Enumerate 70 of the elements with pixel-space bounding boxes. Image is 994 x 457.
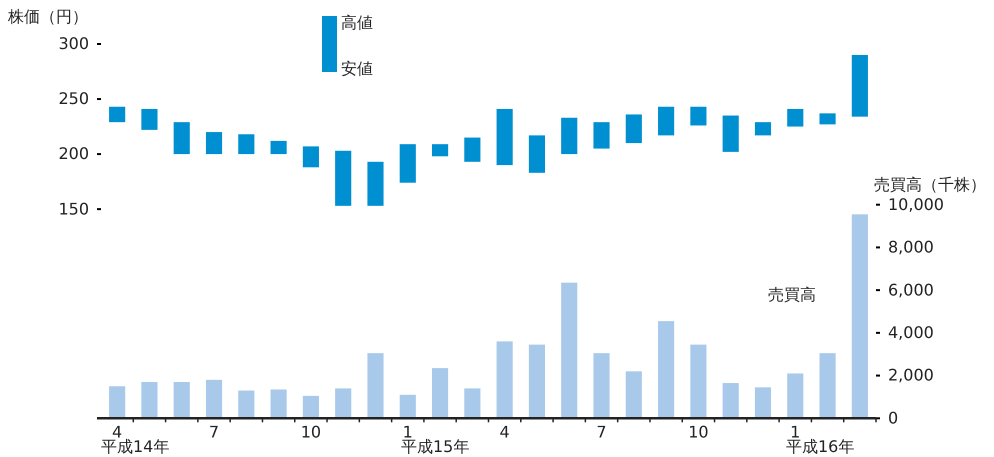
bar bbox=[400, 144, 416, 183]
y2-tick-label: 0 bbox=[888, 408, 898, 428]
bar bbox=[626, 114, 642, 144]
bar bbox=[367, 162, 384, 206]
y2-tick-label: 4,000 bbox=[888, 322, 934, 342]
bar bbox=[722, 383, 739, 418]
bar bbox=[561, 118, 578, 154]
bar bbox=[141, 382, 158, 418]
y2-tick-label: 2,000 bbox=[888, 366, 934, 385]
bar bbox=[367, 353, 384, 418]
bar bbox=[109, 386, 126, 418]
y-tick-label: 250 bbox=[58, 89, 89, 108]
bar bbox=[496, 341, 513, 418]
text: 高値 bbox=[341, 13, 373, 32]
bar bbox=[658, 321, 674, 418]
bar bbox=[593, 353, 610, 418]
bar bbox=[593, 122, 610, 149]
bar bbox=[141, 108, 158, 130]
y-axis-title: 株価（円） bbox=[7, 7, 88, 26]
y2-axis-title: 売買高（千株） bbox=[874, 175, 986, 194]
bar bbox=[690, 106, 706, 126]
bar bbox=[432, 368, 448, 418]
text: 平成15年 bbox=[401, 437, 470, 456]
x-tick-label: 7 bbox=[208, 422, 220, 442]
bar bbox=[852, 214, 868, 418]
y2-tick-label: 10,000 bbox=[888, 194, 944, 214]
y2-tick-label: 8,000 bbox=[888, 238, 934, 257]
annotation: 安値 bbox=[341, 59, 373, 78]
x-tick-label: 7 bbox=[596, 422, 607, 442]
bar bbox=[819, 113, 836, 124]
x-tick-label: 10 bbox=[300, 422, 322, 442]
annotation: 売買高 bbox=[768, 285, 816, 304]
bar bbox=[109, 106, 126, 122]
bar bbox=[270, 389, 287, 418]
bar bbox=[754, 122, 772, 136]
bar bbox=[690, 344, 706, 418]
y-tick-label: 150 bbox=[58, 199, 89, 218]
bar bbox=[432, 144, 448, 156]
bar bbox=[852, 55, 868, 117]
bar bbox=[238, 134, 254, 154]
bar bbox=[787, 108, 804, 127]
bar bbox=[206, 380, 222, 418]
bar bbox=[302, 146, 319, 168]
bar bbox=[206, 132, 222, 154]
bar bbox=[722, 116, 739, 152]
bar bbox=[174, 382, 190, 418]
bar bbox=[528, 135, 546, 173]
bar bbox=[464, 388, 480, 418]
bar bbox=[626, 371, 642, 418]
bar bbox=[174, 122, 190, 154]
y-tick-label: 300 bbox=[58, 34, 89, 54]
bar bbox=[658, 106, 674, 136]
bar bbox=[561, 282, 578, 418]
bar bbox=[464, 138, 480, 162]
x-tick-label: 4 bbox=[500, 422, 510, 442]
bar bbox=[302, 396, 319, 418]
y2-tick-label: 6,000 bbox=[888, 280, 934, 300]
bar bbox=[819, 353, 836, 418]
text: 平成16年 bbox=[786, 437, 854, 456]
bar bbox=[270, 140, 287, 154]
bar bbox=[400, 394, 416, 418]
bar bbox=[335, 388, 352, 418]
bar bbox=[754, 387, 772, 418]
y-tick-label: 200 bbox=[58, 144, 89, 164]
bar bbox=[238, 390, 254, 418]
bar bbox=[787, 373, 804, 418]
bar bbox=[528, 344, 546, 418]
bar bbox=[335, 150, 352, 206]
x-tick-label: 10 bbox=[688, 422, 709, 442]
bar bbox=[496, 108, 513, 166]
